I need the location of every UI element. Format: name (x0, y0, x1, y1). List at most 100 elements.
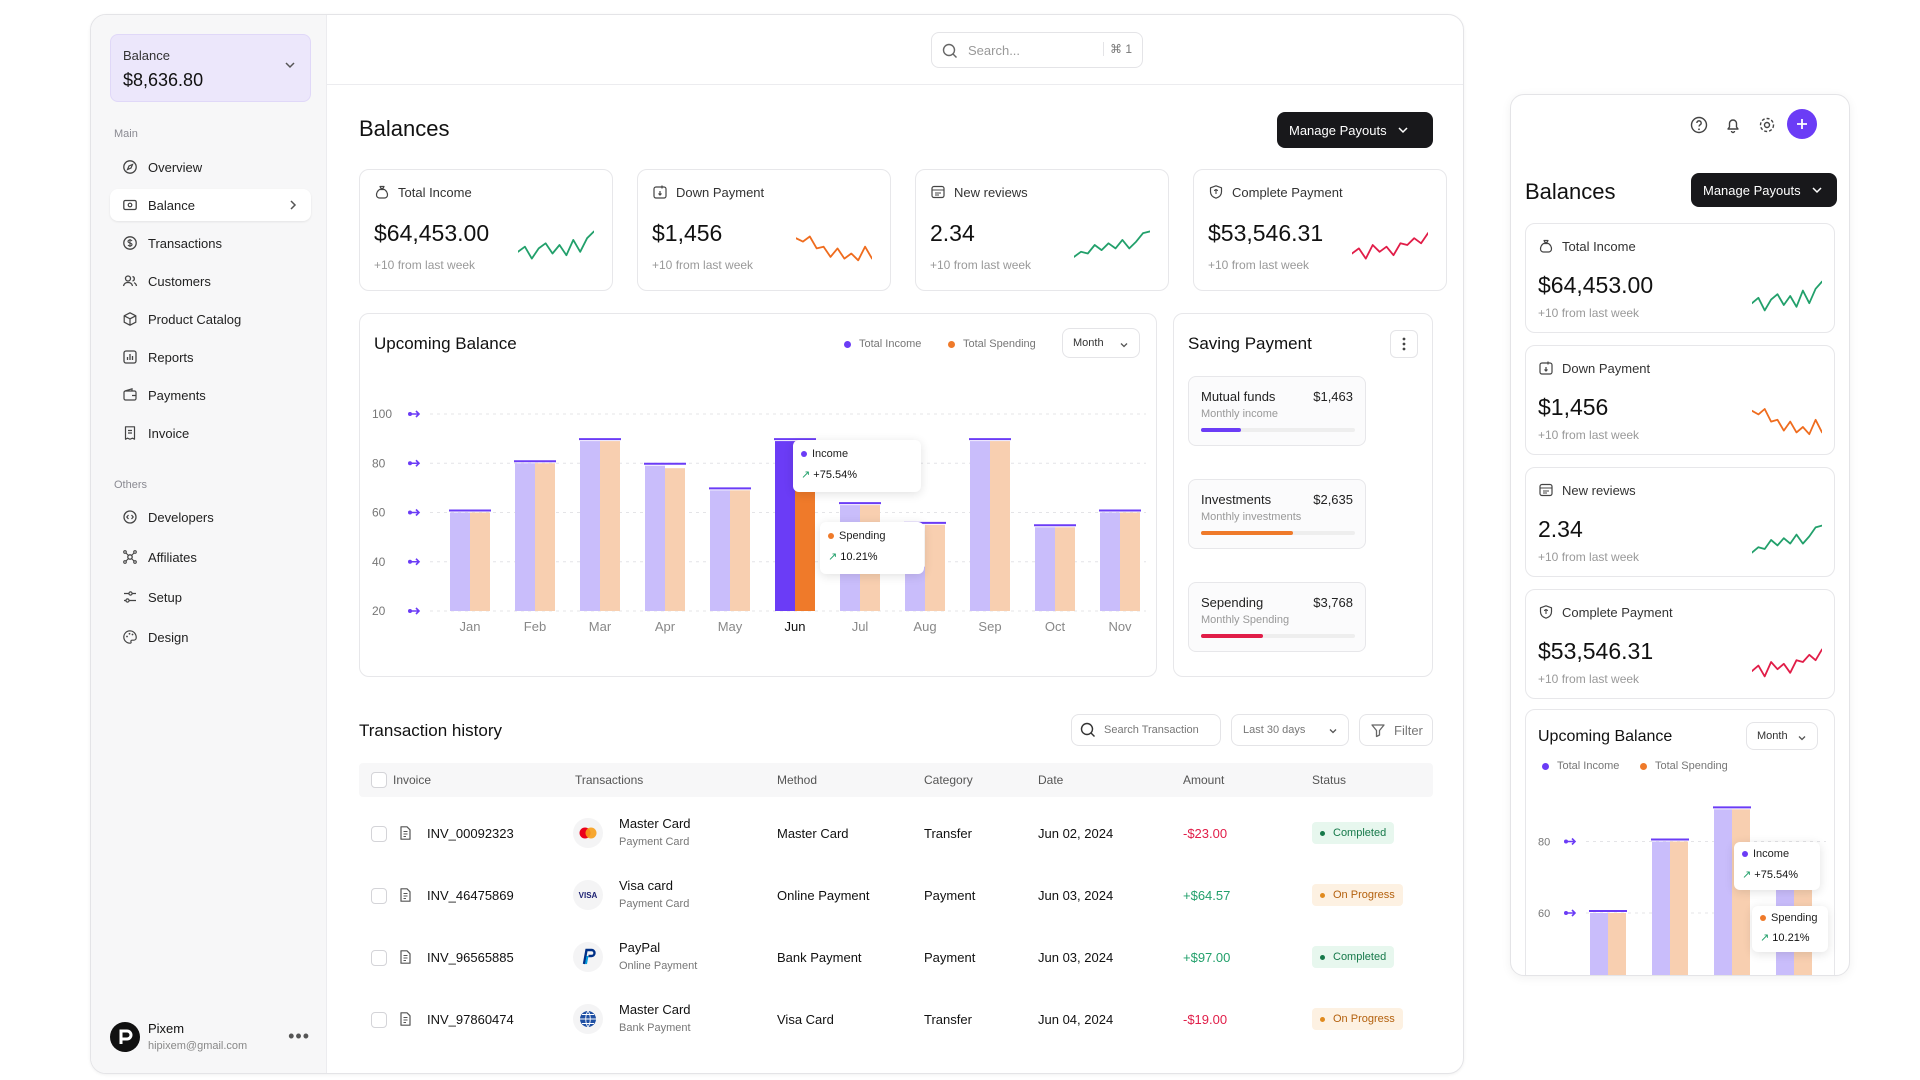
bar-income-may[interactable] (710, 490, 730, 611)
select-all-checkbox[interactable] (371, 772, 387, 788)
bar-spending-sep[interactable] (990, 441, 1010, 611)
bar-income-apr[interactable] (645, 465, 665, 611)
page-title: Balances (359, 116, 450, 141)
bar-income-oct[interactable] (1035, 527, 1055, 611)
period-value: Month (1073, 337, 1104, 349)
bar-spending-nov[interactable] (1120, 512, 1140, 612)
row-checkbox[interactable] (371, 950, 387, 966)
mobile-legend-spending: Total Spending (1640, 760, 1728, 772)
svg-text:VISA: VISA (579, 891, 598, 900)
saving-progress-fill (1201, 428, 1242, 432)
search-transaction-box[interactable]: Search Transaction (1071, 714, 1221, 746)
y-tick-label: 40 (372, 555, 386, 569)
bar-spending-mar[interactable] (600, 441, 620, 611)
bar-income-mar[interactable] (1714, 809, 1732, 976)
manage-payouts-button[interactable]: Manage Payouts (1277, 112, 1433, 148)
bar-spending-apr[interactable] (665, 468, 685, 611)
transaction-subtitle: Bank Payment (619, 1022, 691, 1034)
stat-card-complete-payment[interactable]: Complete Payment $53,546.31 +10 from las… (1193, 169, 1447, 291)
sidebar-item-developers[interactable]: Developers (110, 501, 311, 533)
column-header-status[interactable]: Status (1312, 773, 1347, 787)
add-button[interactable] (1787, 109, 1817, 139)
bar-income-jan[interactable] (1590, 913, 1608, 976)
filter-button[interactable]: Filter (1359, 714, 1433, 746)
bar-income-sep[interactable] (970, 441, 990, 611)
bar-spending-feb[interactable] (535, 463, 555, 611)
table-header: Invoice Transactions Method Category Dat… (359, 763, 1433, 797)
table-row[interactable]: INV_46475869 VISA Visa card Payment Card… (359, 868, 1433, 924)
mobile-manage-payouts-button[interactable]: Manage Payouts (1691, 173, 1837, 207)
bar-spending-may[interactable] (730, 490, 750, 611)
bar-income-jun[interactable] (775, 441, 795, 611)
sidebar-item-payments[interactable]: Payments (110, 379, 311, 411)
sidebar-item-product-catalog[interactable]: Product Catalog (110, 303, 311, 335)
column-header-transactions[interactable]: Transactions (575, 773, 644, 787)
search-transaction-input[interactable]: Search Transaction (1104, 724, 1199, 736)
bell-icon[interactable] (1723, 115, 1743, 135)
transaction-amount: -$19.00 (1183, 1012, 1228, 1027)
sidebar-item-transactions[interactable]: Transactions (110, 227, 311, 259)
column-header-method[interactable]: Method (777, 773, 818, 787)
bar-income-feb[interactable] (1652, 841, 1670, 977)
sparkline-chart (1074, 230, 1150, 258)
balance-selector[interactable]: Balance $8,636.80 (110, 34, 311, 102)
row-checkbox[interactable] (371, 888, 387, 904)
sidebar-item-affiliates[interactable]: Affiliates (110, 541, 311, 573)
search-box[interactable]: Search... ⌘ 1 (931, 32, 1143, 68)
bar-income-jan[interactable] (450, 512, 470, 612)
invoice-doc-icon-wrap (397, 887, 413, 908)
column-header-amount[interactable]: Amount (1183, 773, 1225, 787)
date-range-select[interactable]: Last 30 days (1231, 714, 1349, 746)
bar-income-mar[interactable] (580, 441, 600, 611)
bar-spending-jan[interactable] (1608, 913, 1626, 976)
help-icon[interactable] (1689, 115, 1709, 135)
row-checkbox[interactable] (371, 826, 387, 842)
column-header-invoice[interactable]: Invoice (393, 773, 432, 787)
sidebar-item-overview[interactable]: Overview (110, 151, 311, 183)
row-checkbox[interactable] (371, 1012, 387, 1028)
transaction-amount: -$23.00 (1183, 826, 1228, 841)
bar-spending-aug[interactable] (925, 524, 945, 611)
search-input[interactable]: Search... (968, 43, 1021, 58)
mobile-stat-card-new-reviews[interactable]: New reviews 2.34 +10 from last week (1525, 467, 1835, 577)
bar-income-nov[interactable] (1100, 512, 1120, 612)
invoice-id: INV_00092323 (427, 826, 514, 841)
bar-spending-oct[interactable] (1055, 527, 1075, 611)
bar-spending-jan[interactable] (470, 512, 490, 612)
period-select[interactable]: Month (1062, 328, 1140, 358)
user-profile[interactable]: Pixem hipixem@gmail.com ••• (110, 1018, 310, 1058)
saving-item-sepending[interactable]: Sepending $3,768 Monthly Spending (1188, 582, 1366, 652)
bar-income-aug[interactable] (905, 566, 925, 611)
table-row[interactable]: INV_96565885 PayPal Online Payment Bank … (359, 930, 1433, 986)
sidebar-item-customers[interactable]: Customers (110, 265, 311, 297)
stat-card-down-payment[interactable]: Down Payment $1,456 +10 from last week (637, 169, 891, 291)
saving-item-mutual-funds[interactable]: Mutual funds $1,463 Monthly income (1188, 376, 1366, 446)
stat-label: Total Income (1562, 238, 1636, 254)
stat-change: +10 from last week (652, 258, 754, 272)
column-header-date[interactable]: Date (1038, 773, 1064, 787)
more-options-icon[interactable]: ••• (288, 1026, 310, 1046)
sidebar-item-setup[interactable]: Setup (110, 581, 311, 613)
mobile-period-select[interactable]: Month (1746, 722, 1818, 750)
sidebar-item-balance[interactable]: Balance (110, 189, 311, 221)
column-header-category[interactable]: Category (924, 773, 973, 787)
stat-card-total-income[interactable]: Total Income $64,453.00 +10 from last we… (359, 169, 613, 291)
sidebar-item-reports[interactable]: Reports (110, 341, 311, 373)
saving-item-investments[interactable]: Investments $2,635 Monthly investments (1188, 479, 1366, 549)
tooltip-income-label: Income (812, 448, 849, 460)
wallet-icon (123, 199, 137, 211)
table-row[interactable]: INV_97860474 Master Card Bank Payment Vi… (359, 992, 1433, 1048)
bar-spending-feb[interactable] (1670, 841, 1688, 977)
bar-income-feb[interactable] (515, 463, 535, 611)
more-options-button[interactable] (1390, 330, 1418, 358)
stat-header: Down Payment (1538, 360, 1650, 376)
stat-card-new-reviews[interactable]: New reviews 2.34 +10 from last week (915, 169, 1169, 291)
table-row[interactable]: INV_00092323 Master Card Payment Card Ma… (359, 806, 1433, 862)
gear-icon[interactable] (1757, 115, 1777, 135)
mobile-stat-card-total-income[interactable]: Total Income $64,453.00 +10 from last we… (1525, 223, 1835, 333)
sidebar-item-invoice[interactable]: Invoice (110, 417, 311, 449)
mobile-stat-card-down-payment[interactable]: Down Payment $1,456 +10 from last week (1525, 345, 1835, 455)
mobile-stat-card-complete-payment[interactable]: Complete Payment $53,546.31 +10 from las… (1525, 589, 1835, 699)
sidebar-item-design[interactable]: Design (110, 621, 311, 653)
bar-spending-mar[interactable] (1732, 809, 1750, 976)
